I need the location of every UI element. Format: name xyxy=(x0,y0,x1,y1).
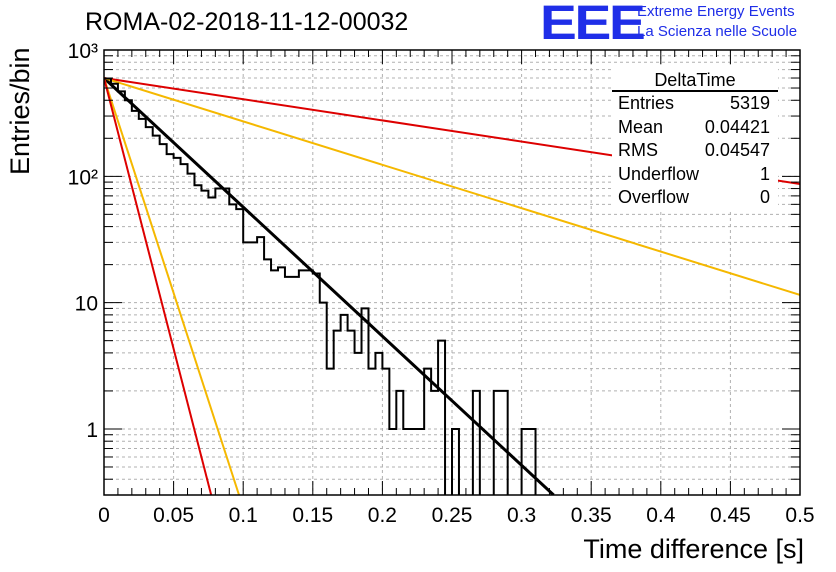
x-axis-label: Time difference [s] xyxy=(583,534,804,564)
chart-title: ROMA-02-2018-11-12-00032 xyxy=(85,8,409,36)
series-line-yellow xyxy=(104,77,240,495)
series-line-black xyxy=(104,76,555,495)
stats-value: 0.04421 xyxy=(704,116,770,137)
x-tick-label: 0.2 xyxy=(368,504,397,527)
x-tick-label: 0.5 xyxy=(785,504,814,527)
stats-box-title: DeltaTime xyxy=(612,68,778,92)
y-tick-label: 10² xyxy=(68,166,98,189)
x-tick-label: 0.05 xyxy=(153,504,194,527)
stats-value: 5319 xyxy=(729,93,770,113)
x-tick-label: 0.1 xyxy=(229,504,258,527)
stats-row-rms: RMS 0.04547 xyxy=(612,139,778,163)
x-tick-label: 0.45 xyxy=(710,504,751,527)
stats-label: Overflow xyxy=(618,187,690,207)
stats-row-underflow: Underflow 1 xyxy=(612,163,778,187)
y-axis-label: Entries/bin xyxy=(5,47,35,175)
x-tick-label: 0.3 xyxy=(507,504,536,527)
x-tick-label: 0.25 xyxy=(432,504,473,527)
y-tick-label: 1 xyxy=(86,419,98,442)
x-tick-label: 0.35 xyxy=(571,504,612,527)
stats-label: Mean xyxy=(618,116,664,137)
x-tick-label: 0 xyxy=(98,504,110,527)
logo-tagline-1: Extreme Energy Events xyxy=(637,3,795,20)
x-tick-label: 0.15 xyxy=(292,504,333,527)
stats-label: RMS xyxy=(618,140,658,160)
y-tick-label: 10³ xyxy=(68,40,98,63)
eee-logo: EEE xyxy=(540,0,646,50)
histogram-outline xyxy=(104,77,537,495)
stats-row-entries: Entries 5319 xyxy=(612,92,778,116)
logo-tagline-2: La Scienza nelle Scuole xyxy=(637,23,798,40)
stats-box: DeltaTime Entries 5319 Mean 0.04421 RMS 0.0… xyxy=(612,68,778,210)
stats-row-mean: Mean 0.04421 xyxy=(612,116,778,140)
series-line-red xyxy=(104,77,213,495)
stats-label: Underflow xyxy=(618,163,700,184)
x-tick-label: 0.4 xyxy=(646,504,676,527)
stats-value: 0 xyxy=(759,187,770,207)
series-line-yellow xyxy=(104,77,800,296)
stats-value: 0.04547 xyxy=(704,140,770,160)
stats-row-overflow: Overflow 0 xyxy=(612,186,778,210)
stats-value: 1 xyxy=(759,163,770,184)
stats-label: Entries xyxy=(618,93,675,113)
y-tick-label: 10 xyxy=(75,293,98,316)
